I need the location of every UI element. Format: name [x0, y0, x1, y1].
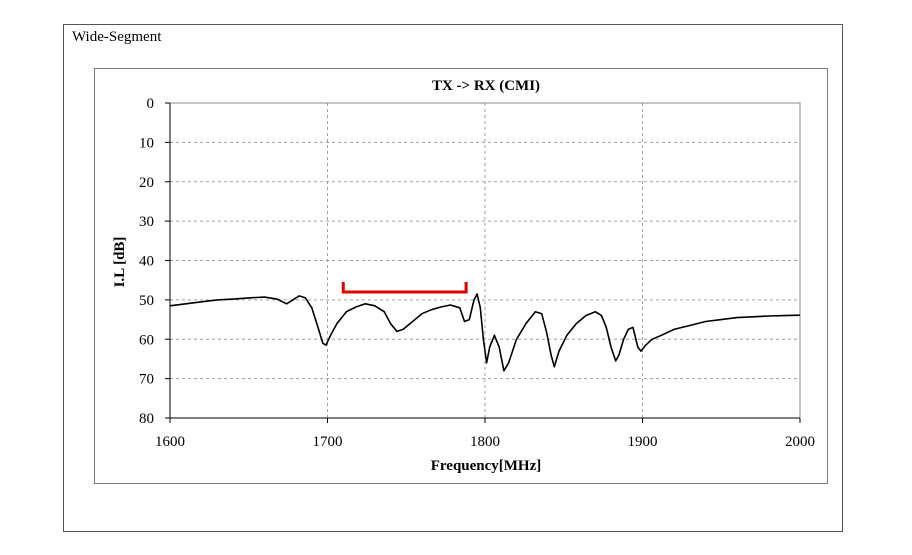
chart-title: TX -> RX (CMI)	[432, 78, 540, 94]
series-group	[169, 293, 801, 372]
annotations	[341, 282, 468, 294]
y-axis-title: I.L [dB]	[112, 237, 128, 288]
y-tick-label: 10	[139, 135, 154, 151]
x-tick-label: 1900	[628, 434, 658, 450]
y-tick-label: 50	[139, 293, 154, 309]
frame-label: Wide-Segment	[72, 29, 162, 45]
y-tick-label: 30	[139, 214, 154, 230]
y-tick-label: 40	[139, 254, 154, 270]
axes	[165, 102, 801, 423]
x-tick-label: 1600	[155, 434, 185, 450]
figure-frame	[63, 24, 843, 532]
chart-area-border	[94, 68, 828, 484]
x-tick-label: 1800	[470, 434, 500, 450]
y-tick-label: 20	[139, 175, 154, 191]
x-axis-title: Frequency[MHz]	[431, 458, 542, 474]
series-line	[169, 293, 801, 372]
x-tick-label: 1700	[313, 434, 343, 450]
grid	[170, 103, 800, 418]
x-tick-label: 2000	[785, 434, 815, 450]
y-tick-label: 60	[139, 332, 154, 348]
y-tick-label: 70	[139, 372, 154, 388]
band-bracket-marker	[341, 282, 468, 294]
y-tick-label: 0	[147, 96, 155, 112]
y-tick-label: 80	[139, 411, 154, 427]
